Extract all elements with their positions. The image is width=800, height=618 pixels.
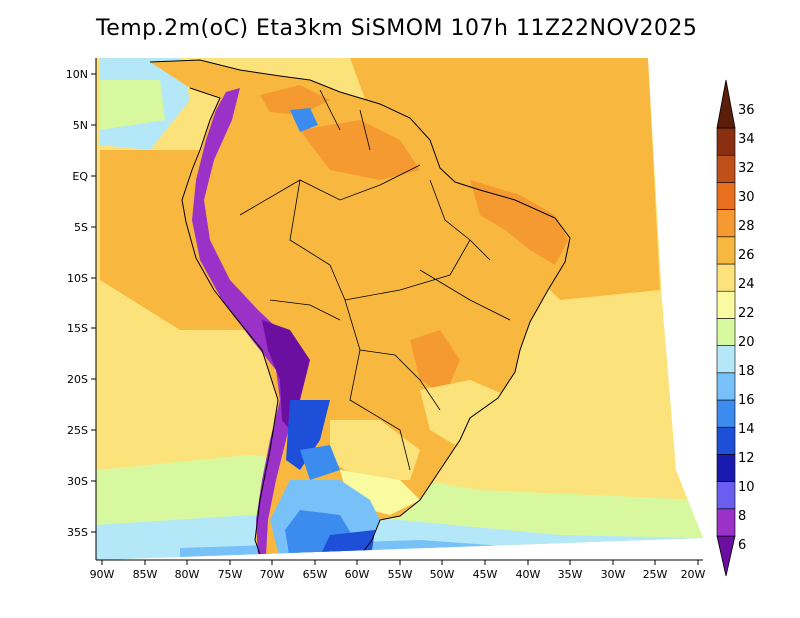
colorbar-label: 10 [738, 480, 755, 495]
lon-label: 80W [175, 568, 200, 581]
lat-label: 25S [67, 424, 88, 437]
lon-label: 45W [473, 568, 498, 581]
lon-label: 25W [643, 568, 668, 581]
colorbar-label: 18 [738, 364, 755, 379]
colorbar-segment [716, 290, 736, 319]
lon-label: 55W [388, 568, 413, 581]
colorbar-segment [716, 263, 736, 292]
longitude-axis: 90W 85W 80W 75W 70W 65W 60W 55W 50W 45W … [90, 560, 706, 581]
lon-label: 65W [303, 568, 328, 581]
colorbar-label: 20 [738, 335, 755, 350]
amazon-hot-zone [300, 120, 420, 180]
andes-foothills [300, 445, 340, 480]
lat-label: EQ [72, 170, 88, 183]
lat-label: 15S [67, 322, 88, 335]
lat-label: 30S [67, 475, 88, 488]
south-america-land [150, 60, 570, 560]
lon-label: 35W [558, 568, 583, 581]
colorbar-label: 30 [738, 190, 755, 205]
central-brazil-hot-zone [410, 330, 460, 395]
colorbar-segment [716, 182, 736, 210]
colorbar-segment [716, 154, 736, 183]
paraguay-mild-zone [330, 420, 420, 480]
colorbar-label: 36 [738, 103, 755, 118]
political-borders [239, 89, 511, 471]
colorbar-label: 6 [738, 538, 746, 553]
colorbar-label: 14 [738, 422, 755, 437]
colorbar-label: 28 [738, 219, 755, 234]
colorbar-label: 26 [738, 248, 755, 263]
lon-label: 20W [681, 568, 706, 581]
colorbar-segment [716, 209, 736, 238]
colorbar-segment [716, 372, 736, 401]
lat-label: 35S [67, 526, 88, 539]
lon-label: 70W [260, 568, 285, 581]
colorbar-label: 32 [738, 161, 755, 176]
andes-east-slope [286, 400, 330, 470]
colorbar-label: 12 [738, 451, 755, 466]
colorbar-segment [716, 426, 736, 455]
colorbar-segments [716, 79, 736, 577]
colorbar-label: 8 [738, 509, 746, 524]
andes-ridge [192, 88, 302, 556]
colorbar-max-arrow [716, 79, 736, 129]
colorbar-segment [716, 481, 736, 510]
colorbar-label: 16 [738, 393, 755, 408]
lat-label: 10S [67, 272, 88, 285]
lon-label: 30W [601, 568, 626, 581]
colorbar-min-arrow [716, 535, 736, 577]
colorbar-segment [716, 399, 736, 428]
colorbar-segment [716, 454, 736, 482]
lat-label: 20S [67, 373, 88, 386]
venezuela-hot-zone [260, 85, 330, 115]
latitude-axis: 10N 5N EQ 5S 10S 15S 20S 25S 30S 35S [66, 68, 96, 539]
colorbar-labels: 6 8 10 12 14 16 18 20 22 24 26 28 30 32 … [738, 103, 755, 553]
lat-label: 5N [73, 119, 88, 132]
colorbar-segment [716, 127, 736, 156]
lat-label: 10N [66, 68, 88, 81]
map-title: Temp.2m(oC) Eta3km SiSMOM 107h 11Z22NOV2… [96, 16, 698, 41]
colorbar-label: 34 [738, 132, 755, 147]
colorbar-label: 22 [738, 306, 755, 321]
colorbar: 6 8 10 12 14 16 18 20 22 24 26 28 30 32 … [716, 79, 755, 577]
southeast-mild-zone [420, 380, 505, 445]
colorbar-segment [716, 508, 736, 537]
venezuela-highlands [290, 108, 318, 132]
colorbar-segment [716, 236, 736, 265]
colorbar-label: 24 [738, 277, 755, 292]
coastline [149, 59, 571, 560]
lon-label: 50W [430, 568, 455, 581]
lon-label: 75W [218, 568, 243, 581]
northeast-hot-zone [470, 180, 568, 265]
temperature-field [96, 58, 703, 560]
lat-label: 5S [74, 221, 88, 234]
lon-label: 40W [516, 568, 541, 581]
lon-label: 90W [90, 568, 115, 581]
colorbar-segment [716, 318, 736, 346]
colorbar-segment [716, 345, 736, 374]
northwest-mild-ocean [100, 80, 165, 130]
tropical-atlantic-band [350, 58, 660, 300]
lon-label: 85W [133, 568, 158, 581]
lon-label: 60W [345, 568, 370, 581]
